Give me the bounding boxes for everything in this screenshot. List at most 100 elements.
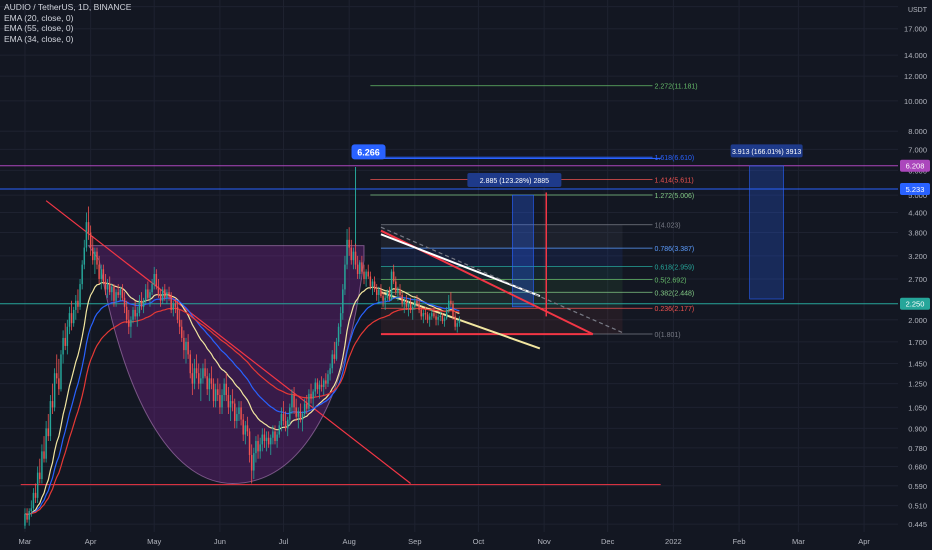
candle — [337, 323, 340, 346]
y-axis-tick-label: 8.000 — [908, 127, 927, 136]
candle-body — [45, 428, 47, 459]
candle-body — [265, 437, 268, 442]
y-axis-tick-label: 0.590 — [908, 482, 927, 491]
candle-body — [407, 303, 410, 307]
candle-body — [456, 323, 458, 327]
candle — [286, 416, 289, 437]
candle-body — [422, 313, 425, 317]
candle — [454, 313, 456, 331]
candle-body — [214, 389, 217, 402]
candle — [346, 228, 348, 270]
candle-body — [414, 300, 416, 307]
candle-body — [433, 313, 435, 317]
candle-body — [329, 368, 331, 375]
candle-body — [96, 251, 98, 265]
candle-body — [41, 451, 43, 480]
price-badge — [900, 159, 930, 172]
candle — [248, 428, 251, 463]
candle — [448, 294, 450, 314]
candle-body — [416, 300, 418, 304]
fib-level-label: 1.618(6.610) — [655, 155, 695, 162]
candle — [422, 309, 425, 324]
candle — [168, 286, 170, 301]
candle — [359, 260, 361, 279]
candle — [204, 358, 206, 379]
candle — [348, 227, 350, 256]
fib-level-label: 1.414(5.611) — [655, 177, 694, 184]
candle — [233, 398, 236, 429]
candle-body — [344, 264, 346, 290]
candle-body — [399, 289, 401, 295]
candle-body — [219, 395, 221, 408]
candle — [441, 313, 444, 324]
candle-body — [308, 393, 310, 409]
candle — [125, 300, 128, 324]
candle — [30, 500, 33, 517]
candle — [456, 319, 458, 333]
x-axis-tick-label: May — [147, 537, 161, 546]
candle-body — [106, 284, 109, 290]
candle — [331, 350, 333, 374]
candle-body — [441, 315, 444, 322]
candle-body — [369, 276, 372, 287]
price-badge — [900, 297, 930, 310]
candle-body — [236, 414, 238, 422]
candle-body — [113, 286, 115, 301]
candle-body — [295, 407, 297, 417]
candle-body — [70, 313, 73, 324]
candle-body — [181, 326, 183, 338]
candle-body — [151, 284, 153, 293]
candle-body — [384, 297, 386, 301]
y-axis-unit: USDT — [908, 7, 928, 14]
candle — [261, 428, 264, 452]
candle — [83, 239, 86, 270]
candle — [231, 389, 234, 412]
candle-body — [55, 373, 58, 379]
fib-level-label: 0.236(2.177) — [655, 306, 695, 313]
candle-body — [411, 306, 414, 310]
candle — [333, 341, 336, 364]
fib-level-label: 0.786(3.387) — [655, 246, 695, 253]
candle-body — [130, 319, 132, 327]
candle-body — [373, 281, 376, 290]
ema-34-line — [24, 296, 460, 515]
candle — [157, 278, 160, 298]
candle — [32, 488, 35, 512]
candle-body — [221, 395, 223, 408]
candle — [303, 398, 306, 417]
fib-level-label: 0.382(2.448) — [655, 290, 695, 297]
candle — [172, 300, 175, 317]
candle — [420, 306, 422, 320]
candle — [181, 319, 183, 342]
candle — [60, 350, 62, 392]
candle-body — [301, 414, 304, 420]
candle-body — [272, 431, 274, 438]
candle-body — [58, 378, 60, 390]
candle-body — [261, 434, 264, 445]
y-axis-tick-label: 12.000 — [904, 72, 927, 81]
candle — [159, 289, 162, 307]
candle-body — [403, 300, 406, 304]
candle — [68, 306, 71, 335]
measure-mid-label: 2.885 (123.28%) 2885 — [480, 178, 549, 185]
trend-line — [45, 200, 411, 484]
candle-body — [375, 289, 378, 295]
candle — [384, 294, 386, 310]
candle — [267, 431, 270, 448]
candle-body — [371, 281, 374, 287]
candle-body — [43, 451, 45, 459]
candle-body — [153, 274, 155, 285]
candle-body — [155, 274, 158, 287]
x-axis-tick-label: Aug — [342, 537, 355, 546]
candle — [382, 292, 384, 307]
candle-body — [100, 269, 102, 279]
x-axis-tick-label: Dec — [601, 537, 615, 546]
candle-body — [350, 247, 353, 261]
candle-body — [138, 300, 141, 314]
candle — [443, 316, 446, 327]
candle-body — [202, 368, 204, 379]
candle-body — [36, 472, 39, 498]
candle — [426, 311, 429, 324]
candle-body — [168, 292, 170, 295]
